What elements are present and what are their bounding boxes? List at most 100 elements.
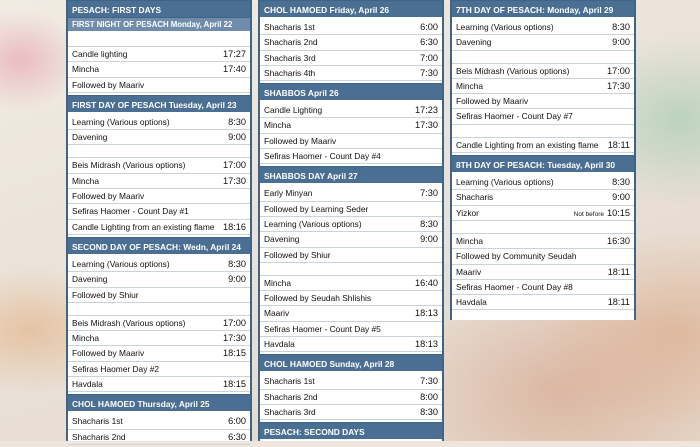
schedule-row: Sefiras Haomer - Count Day #7 xyxy=(452,109,634,125)
schedule-rows: Early Minyan 7:30 Followed by Learning Sed… xyxy=(260,183,442,354)
event-time: 9:00 xyxy=(420,234,438,245)
event-time-group: 8:30 xyxy=(228,257,246,271)
event-time: 8:00 xyxy=(420,391,438,402)
event-time: 18:11 xyxy=(607,266,630,277)
event-time-group: 7:00 xyxy=(420,51,438,65)
event-label: Beis Midrash (Various options) xyxy=(456,65,570,76)
event-label: Mincha xyxy=(264,277,291,288)
schedule-row: Havdala 18:13 xyxy=(260,337,442,353)
schedule-row: Followed by Maariv xyxy=(260,134,442,150)
event-time: 17:30 xyxy=(415,120,438,131)
schedule-row: Shacharis 1st 7:30 xyxy=(260,374,442,390)
event-label: Maariv xyxy=(264,308,290,319)
event-time: 8:30 xyxy=(228,116,246,127)
event-time: 17:30 xyxy=(607,80,630,91)
schedule-row: Shacharis 2nd 8:00 xyxy=(260,390,442,405)
schedule-row: Learning (Various options) 8:30 xyxy=(68,257,250,273)
schedule-row xyxy=(452,51,634,64)
event-time-group: 8:30 xyxy=(612,20,630,34)
event-time-group: 17:23 xyxy=(415,103,438,117)
event-label: Mincha xyxy=(72,175,99,186)
section-header: SHABBOS April 26 xyxy=(260,83,442,101)
event-time-group: 18:13 xyxy=(415,306,438,320)
event-time-group: 17:27 xyxy=(223,47,246,61)
schedule-row: Yizkor Not before 10:15 xyxy=(452,206,634,221)
event-time: 17:30 xyxy=(223,175,246,186)
event-time: 17:40 xyxy=(223,64,246,75)
event-time-group: 18:16 xyxy=(223,220,246,234)
schedule-row: Candle lighting 17:27 xyxy=(68,47,250,63)
schedule-row: Beis Midrash (Various options) 17:00 xyxy=(68,158,250,174)
event-label: Followed by Seudah Shlishis xyxy=(264,293,372,304)
event-label: Havdala xyxy=(456,297,487,308)
event-label: Sefiras Haomer - Count Day #5 xyxy=(264,323,381,334)
event-time: 7:30 xyxy=(420,188,438,199)
event-label: Learning (Various options) xyxy=(264,218,362,229)
schedule-row: Sefiras Haomer - Count Day #1 xyxy=(68,204,250,220)
schedule-row: Followed by Community Seudah xyxy=(452,249,634,265)
schedule-row: Davening 9:00 xyxy=(260,232,442,248)
event-label: Sefiras Haomer - Count Day #8 xyxy=(456,281,573,292)
event-label: Davening xyxy=(72,274,108,285)
event-label: Shacharis 3rd xyxy=(264,406,316,417)
event-label: Davening xyxy=(456,37,492,48)
event-label: Davening xyxy=(72,132,108,143)
event-time-group: 9:00 xyxy=(228,272,246,286)
event-time: 8:30 xyxy=(420,406,438,417)
schedule-row: Learning (Various options) 8:30 xyxy=(452,20,634,36)
schedule-rows: Learning (Various options) 8:30 Shacharis 9… xyxy=(452,172,634,312)
event-label: Shacharis 1st xyxy=(264,376,315,387)
event-time: 16:30 xyxy=(607,235,630,246)
event-label: Shacharis 1st xyxy=(264,22,315,32)
event-time: 6:30 xyxy=(228,431,246,442)
event-label: Candle Lighting xyxy=(264,105,323,116)
event-time-group: 8:00 xyxy=(420,390,438,404)
schedule-row: Learning (Various options) 8:30 xyxy=(68,115,250,131)
event-label: Havdala xyxy=(72,379,103,390)
event-label: Learning (Various options) xyxy=(456,22,554,32)
section-header: 8TH DAY OF PESACH: Tuesday, April 30 xyxy=(452,155,634,173)
event-label: Davening xyxy=(264,234,300,245)
schedule-row: Candle Lighting from an existing flame 18… xyxy=(452,138,634,154)
time-note: Not before xyxy=(573,210,604,218)
schedule-row: Followed by Maariv 18:15 xyxy=(68,346,250,362)
schedule-row: Mincha 17:30 xyxy=(68,174,250,190)
event-label: Mincha xyxy=(72,64,99,75)
event-time-group: 17:00 xyxy=(223,158,246,172)
schedule-row: Sefiras Haomer - Count Day #4 xyxy=(260,149,442,165)
event-time-group: 9:00 xyxy=(420,232,438,246)
event-time: 8:30 xyxy=(228,258,246,269)
section-header: FIRST NIGHT OF PESACH Monday, April 22 xyxy=(68,17,250,31)
schedule-rows: Learning (Various options) 8:30 Davening 9:… xyxy=(68,112,250,237)
event-time: 9:00 xyxy=(612,37,630,48)
schedule-rows: Learning (Various options) 8:30 Davening 9:… xyxy=(452,17,634,155)
event-time-group: 17:00 xyxy=(607,64,630,78)
event-label: Followed by Maariv xyxy=(72,191,145,202)
schedule-rows: Shacharis 1st 6:00 Shacharis 2nd 6:30 xyxy=(68,411,250,447)
event-time: 8:30 xyxy=(420,218,438,229)
event-time: 17:23 xyxy=(415,105,438,116)
schedule-rows: Candle Lighting 17:23 Mincha 17:30 Followed … xyxy=(260,100,442,166)
event-label: Candle Lighting from an existing flame xyxy=(72,221,215,232)
event-time: 8:30 xyxy=(612,177,630,188)
event-time-group: 18:11 xyxy=(608,295,630,309)
event-time: 9:00 xyxy=(228,132,246,143)
schedule-row: Beis Midrash (Various options) 17:00 xyxy=(68,316,250,332)
schedule-row: Followed by Maariv xyxy=(68,189,250,205)
schedule-row: Davening 9:00 xyxy=(68,272,250,288)
event-time: 9:00 xyxy=(612,192,630,203)
schedule-row: Mincha 17:30 xyxy=(260,118,442,134)
event-time-group: 18:11 xyxy=(608,265,630,279)
schedule-row xyxy=(68,303,250,316)
event-time: 10:15 xyxy=(607,207,630,218)
event-label: Followed by Community Seudah xyxy=(456,251,577,262)
event-label: Mincha xyxy=(264,120,291,131)
schedule-row: Mincha 17:30 xyxy=(452,79,634,95)
schedule-column-1: PESACH: FIRST DAYS FIRST NIGHT OF PESACH … xyxy=(66,0,252,445)
event-time-group: 7:30 xyxy=(420,186,438,200)
event-time-group: 6:30 xyxy=(228,430,246,444)
event-label: Followed by Shiur xyxy=(264,249,331,260)
event-time-group: 17:00 xyxy=(223,316,246,330)
event-time-group: 6:30 xyxy=(420,35,438,49)
event-label: Beis Midrash (Various options) xyxy=(72,160,186,171)
